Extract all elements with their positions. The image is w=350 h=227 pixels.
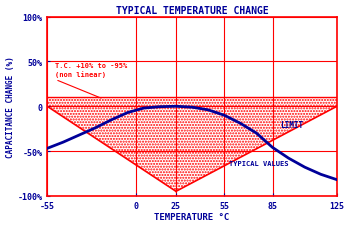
- Y-axis label: CAPACITANCE CHANGE (%): CAPACITANCE CHANGE (%): [6, 56, 15, 158]
- Text: T.C. +10% to -95%
(non linear): T.C. +10% to -95% (non linear): [55, 63, 127, 77]
- X-axis label: TEMPERATURE °C: TEMPERATURE °C: [154, 212, 230, 222]
- Title: TYPICAL TEMPERATURE CHANGE: TYPICAL TEMPERATURE CHANGE: [116, 5, 268, 15]
- Text: LIMIT: LIMIT: [281, 120, 304, 129]
- Text: TYPICAL VALUES: TYPICAL VALUES: [229, 160, 289, 166]
